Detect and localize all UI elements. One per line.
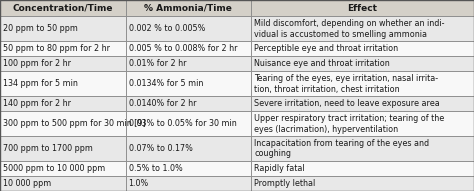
Bar (126, 16, 251, 41)
Bar (126, 111, 251, 136)
Text: Incapacitation from tearing of the eyes and
coughing: Incapacitation from tearing of the eyes … (254, 139, 429, 159)
Text: Upper respiratory tract irritation; tearing of the
eyes (lacrimation), hypervent: Upper respiratory tract irritation; tear… (254, 114, 445, 134)
Bar (0, 96, 126, 111)
Text: Tearing of the eyes, eye irritation, nasal irrita-
tion, throat irritation, ches: Tearing of the eyes, eye irritation, nas… (254, 74, 438, 94)
Bar (126, 0, 251, 16)
Bar (126, 161, 251, 176)
Bar (0, 56, 126, 71)
Text: 0.0140% for 2 hr: 0.0140% for 2 hr (128, 99, 196, 108)
Text: 0.0134% for 5 min: 0.0134% for 5 min (128, 79, 203, 88)
Bar (126, 56, 251, 71)
Bar (0, 16, 126, 41)
Bar (126, 41, 251, 56)
Bar (0, 71, 126, 96)
Bar (251, 161, 474, 176)
Text: Severe irritation, need to leave exposure area: Severe irritation, need to leave exposur… (254, 99, 440, 108)
Text: 50 ppm to 80 ppm for 2 hr: 50 ppm to 80 ppm for 2 hr (3, 44, 110, 53)
Text: 300 ppm to 500 ppm for 30 min [9]: 300 ppm to 500 ppm for 30 min [9] (3, 119, 146, 128)
Text: 0.07% to 0.17%: 0.07% to 0.17% (128, 144, 192, 153)
Bar (0, 111, 126, 136)
Bar (126, 176, 251, 191)
Text: 134 ppm for 5 min: 134 ppm for 5 min (3, 79, 78, 88)
Bar (126, 96, 251, 111)
Text: 140 ppm for 2 hr: 140 ppm for 2 hr (3, 99, 71, 108)
Text: 100 ppm for 2 hr: 100 ppm for 2 hr (3, 59, 71, 68)
Text: 0.01% for 2 hr: 0.01% for 2 hr (128, 59, 186, 68)
Text: 10 000 ppm: 10 000 ppm (3, 179, 51, 188)
Bar (126, 71, 251, 96)
Text: Concentration/Time: Concentration/Time (12, 4, 113, 13)
Text: 1.0%: 1.0% (128, 179, 149, 188)
Bar (126, 136, 251, 161)
Bar (0, 161, 126, 176)
Text: Promptly lethal: Promptly lethal (254, 179, 316, 188)
Bar (251, 176, 474, 191)
Bar (251, 41, 474, 56)
Bar (251, 136, 474, 161)
Bar (0, 176, 126, 191)
Text: 20 ppm to 50 ppm: 20 ppm to 50 ppm (3, 24, 78, 33)
Bar (251, 56, 474, 71)
Text: % Ammonia/Time: % Ammonia/Time (145, 4, 232, 13)
Text: 0.005 % to 0.008% for 2 hr: 0.005 % to 0.008% for 2 hr (128, 44, 237, 53)
Text: Mild discomfort, depending on whether an indi-
vidual is accustomed to smelling : Mild discomfort, depending on whether an… (254, 19, 445, 39)
Bar (251, 16, 474, 41)
Text: Effect: Effect (347, 4, 378, 13)
Text: 0.002 % to 0.005%: 0.002 % to 0.005% (128, 24, 205, 33)
Text: Rapidly fatal: Rapidly fatal (254, 164, 305, 173)
Bar (251, 0, 474, 16)
Bar (251, 71, 474, 96)
Bar (251, 96, 474, 111)
Text: 700 ppm to 1700 ppm: 700 ppm to 1700 ppm (3, 144, 93, 153)
Text: 5000 ppm to 10 000 ppm: 5000 ppm to 10 000 ppm (3, 164, 105, 173)
Bar (0, 0, 126, 16)
Bar (251, 111, 474, 136)
Text: 0.03% to 0.05% for 30 min: 0.03% to 0.05% for 30 min (128, 119, 237, 128)
Text: 0.5% to 1.0%: 0.5% to 1.0% (128, 164, 182, 173)
Text: Perceptible eye and throat irritation: Perceptible eye and throat irritation (254, 44, 398, 53)
Bar (0, 41, 126, 56)
Text: Nuisance eye and throat irritation: Nuisance eye and throat irritation (254, 59, 390, 68)
Bar (0, 136, 126, 161)
